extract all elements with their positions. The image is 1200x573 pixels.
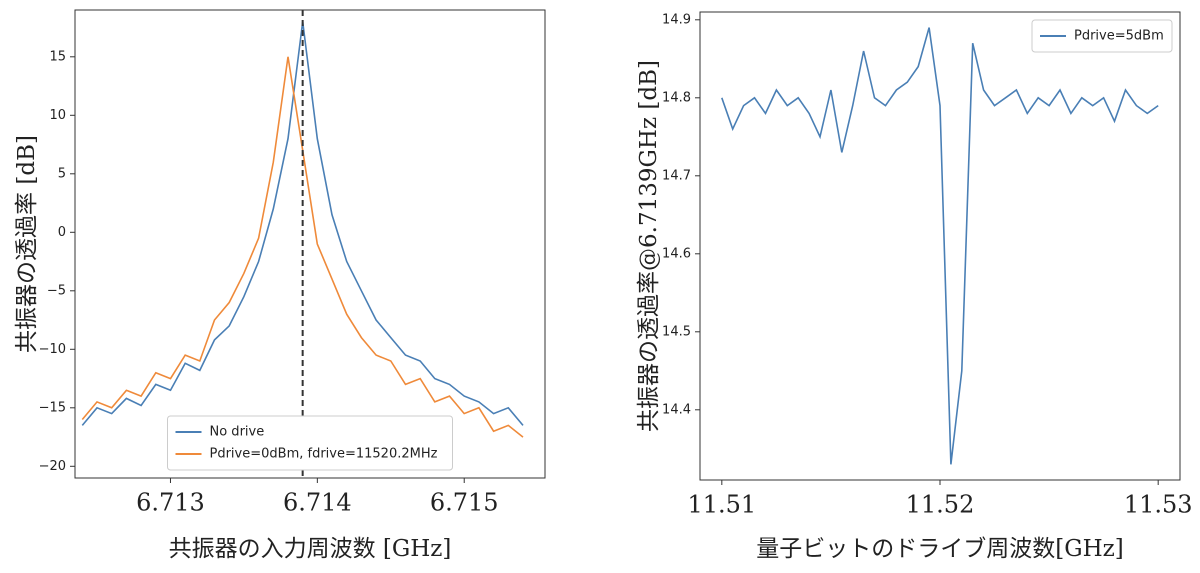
y-tick-label: −15 bbox=[39, 400, 66, 415]
y-tick-label: 15 bbox=[49, 49, 66, 64]
y-tick-label: 0 bbox=[58, 225, 66, 240]
y-tick-label: −20 bbox=[39, 459, 66, 474]
y-tick-label: 5 bbox=[58, 166, 66, 181]
legend-box bbox=[1031, 19, 1173, 53]
x-tick-label: 6.713 bbox=[136, 489, 205, 517]
x-axis-label: 共振器の入力周波数 [GHz] bbox=[169, 536, 452, 562]
y-tick-label: −10 bbox=[39, 342, 66, 357]
y-tick-label: −5 bbox=[47, 283, 66, 298]
plot-area bbox=[74, 9, 546, 479]
y-tick-label: 14.6 bbox=[662, 246, 691, 261]
y-tick-label: 10 bbox=[49, 108, 66, 123]
legend-label: No drive bbox=[210, 425, 265, 440]
y-axis-label: 共振器の透過率 [dB] bbox=[14, 135, 40, 353]
x-axis-label: 量子ビットのドライブ周波数[GHz] bbox=[756, 536, 1124, 562]
y-tick-label: 14.7 bbox=[662, 168, 691, 183]
plot-area bbox=[699, 11, 1181, 481]
legend-box bbox=[167, 415, 453, 471]
y-tick-label: 14.4 bbox=[662, 402, 691, 417]
legend-label: Pdrive=5dBm bbox=[1074, 29, 1164, 44]
x-tick-label: 6.714 bbox=[283, 489, 352, 517]
y-tick-label: 14.8 bbox=[662, 90, 691, 105]
x-tick-label: 6.715 bbox=[430, 489, 499, 517]
y-tick-label: 14.5 bbox=[662, 324, 691, 339]
x-tick-label: 11.52 bbox=[906, 491, 975, 519]
series-line bbox=[721, 27, 1159, 465]
y-axis-label: 共振器の透過率@6.7139GHz [dB] bbox=[636, 60, 662, 432]
x-tick-label: 11.53 bbox=[1124, 491, 1193, 519]
y-tick-label: 14.9 bbox=[662, 12, 691, 27]
legend-label: Pdrive=0dBm, fdrive=11520.2MHz bbox=[210, 447, 438, 462]
x-tick-label: 11.51 bbox=[687, 491, 756, 519]
